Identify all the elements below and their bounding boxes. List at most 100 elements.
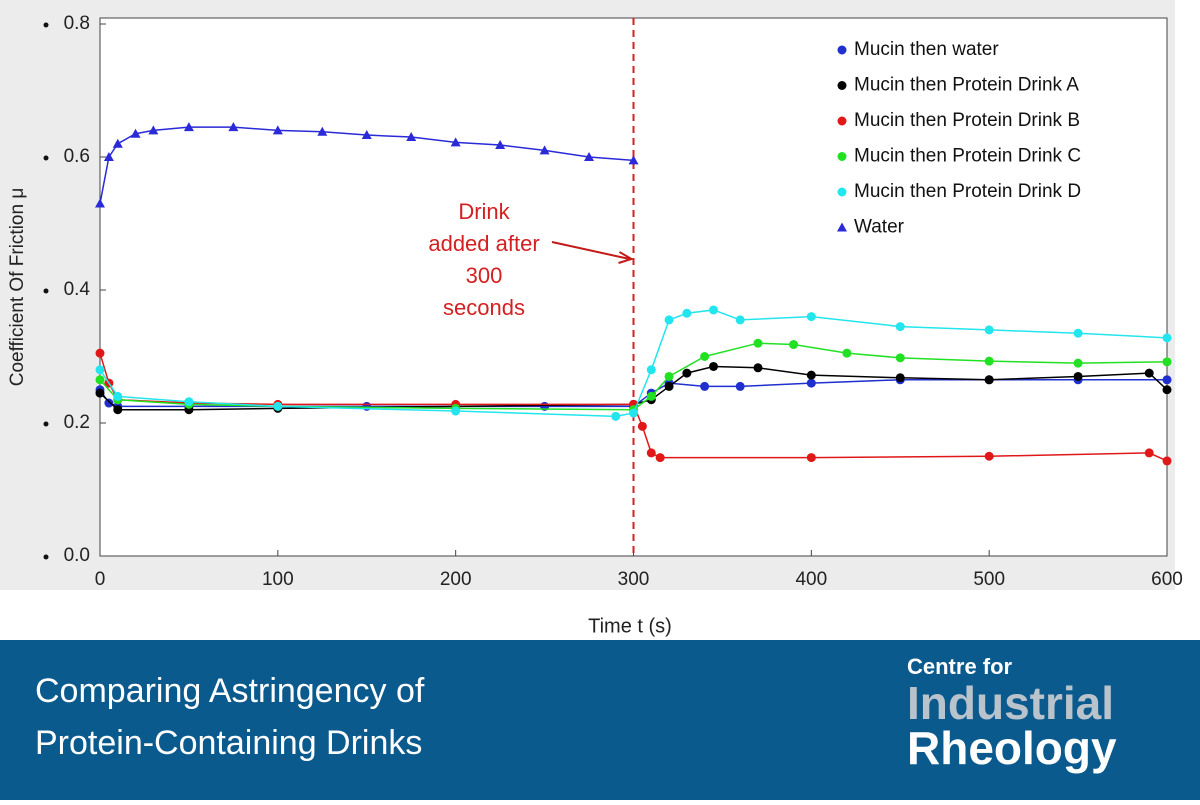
data-point bbox=[1162, 357, 1172, 367]
x-tick-label: 500 bbox=[973, 569, 1005, 590]
legend-label: Mucin then Protein Drink D bbox=[854, 181, 1081, 202]
data-point bbox=[1073, 358, 1083, 368]
data-point bbox=[646, 448, 656, 458]
data-point bbox=[273, 401, 283, 411]
data-point bbox=[148, 125, 159, 135]
y-tick-dot bbox=[43, 155, 49, 161]
legend-marker bbox=[837, 187, 847, 197]
data-point bbox=[682, 308, 692, 318]
legend-label: Mucin then Protein Drink A bbox=[854, 75, 1079, 96]
data-point bbox=[103, 152, 114, 161]
annotation: added after bbox=[428, 231, 539, 256]
data-point bbox=[183, 122, 194, 132]
data-point bbox=[682, 368, 692, 378]
data-point bbox=[95, 198, 105, 208]
data-point bbox=[655, 453, 665, 463]
y-tick-dot bbox=[43, 22, 49, 28]
data-point bbox=[646, 365, 656, 375]
data-point bbox=[228, 122, 239, 132]
legend-label: Water bbox=[854, 217, 905, 238]
data-point bbox=[646, 391, 656, 401]
x-axis-label: Time t (s) bbox=[588, 615, 672, 637]
data-point bbox=[611, 411, 621, 421]
data-point bbox=[1162, 456, 1172, 466]
data-point bbox=[735, 315, 745, 325]
data-point bbox=[539, 145, 550, 155]
data-point bbox=[1144, 448, 1154, 458]
annotation: seconds bbox=[443, 295, 525, 320]
data-point bbox=[451, 406, 461, 416]
data-point bbox=[984, 375, 994, 385]
x-tick-label: 600 bbox=[1151, 569, 1183, 590]
y-tick-label: 0.0 bbox=[64, 545, 90, 566]
y-tick-label: 0.8 bbox=[64, 13, 90, 34]
data-point bbox=[753, 338, 763, 348]
x-tick-label: 0 bbox=[95, 569, 106, 590]
data-point bbox=[112, 138, 123, 148]
data-point bbox=[895, 322, 905, 332]
data-point bbox=[130, 128, 141, 138]
data-point bbox=[700, 381, 710, 391]
data-point bbox=[984, 451, 994, 461]
data-point bbox=[629, 408, 638, 418]
data-point bbox=[895, 373, 905, 383]
data-point bbox=[95, 375, 105, 385]
annotation-arrow bbox=[551, 241, 634, 264]
data-point bbox=[700, 352, 710, 361]
banner-title: Protein-Containing Drinks bbox=[35, 724, 422, 762]
data-point bbox=[184, 397, 194, 407]
annotation: 300 bbox=[466, 263, 503, 288]
data-point bbox=[584, 152, 595, 161]
data-point bbox=[664, 315, 674, 325]
data-point bbox=[637, 421, 647, 431]
data-point bbox=[1162, 375, 1172, 385]
data-point bbox=[664, 371, 674, 381]
legend-label: Mucin then Protein Drink B bbox=[854, 110, 1080, 131]
data-point bbox=[984, 356, 994, 366]
series-line bbox=[99, 126, 634, 204]
y-tick-label: 0.4 bbox=[64, 279, 91, 300]
data-point bbox=[1162, 385, 1172, 395]
x-tick-label: 200 bbox=[440, 569, 472, 590]
data-point bbox=[628, 155, 639, 165]
y-tick-dot bbox=[43, 288, 49, 294]
annotation: Drink bbox=[458, 199, 510, 224]
data-point bbox=[984, 325, 994, 335]
data-point bbox=[361, 130, 372, 140]
data-point bbox=[113, 391, 123, 401]
data-point bbox=[113, 405, 123, 415]
data-point bbox=[753, 363, 763, 373]
data-point bbox=[1144, 368, 1154, 378]
data-point bbox=[495, 140, 506, 150]
data-point bbox=[1073, 328, 1083, 338]
x-tick-label: 400 bbox=[795, 569, 827, 590]
data-point bbox=[806, 453, 816, 463]
data-point bbox=[1073, 371, 1083, 381]
legend-marker bbox=[837, 81, 847, 90]
logo-text: Industrial bbox=[907, 677, 1114, 729]
x-tick-label: 100 bbox=[262, 569, 294, 590]
legend-marker bbox=[837, 222, 847, 232]
data-point bbox=[789, 340, 799, 350]
banner bbox=[0, 640, 1200, 800]
y-tick-label: 0.6 bbox=[64, 146, 90, 167]
legend-label: Mucin then Protein Drink C bbox=[854, 146, 1081, 167]
legend-marker bbox=[837, 45, 847, 55]
x-tick-label: 300 bbox=[618, 569, 650, 590]
logo-text: Rheology bbox=[907, 722, 1117, 774]
y-tick-dot bbox=[43, 554, 49, 560]
data-point bbox=[406, 132, 417, 142]
data-point bbox=[272, 125, 283, 135]
y-axis-label: Coefficient Of Friction μ bbox=[7, 188, 28, 387]
legend-label: Mucin then water bbox=[854, 39, 999, 60]
data-point bbox=[806, 370, 816, 380]
data-point bbox=[709, 305, 719, 315]
plot: 0.0 0.2 0.4 0.6 0.8 0 100 200 300 400 500 600 Drink a… bbox=[43, 13, 1183, 590]
banner-title: Comparing Astringency of bbox=[35, 672, 425, 710]
data-point bbox=[317, 126, 328, 136]
legend-marker bbox=[837, 152, 847, 161]
data-point bbox=[95, 365, 105, 375]
series-line bbox=[99, 379, 1167, 408]
